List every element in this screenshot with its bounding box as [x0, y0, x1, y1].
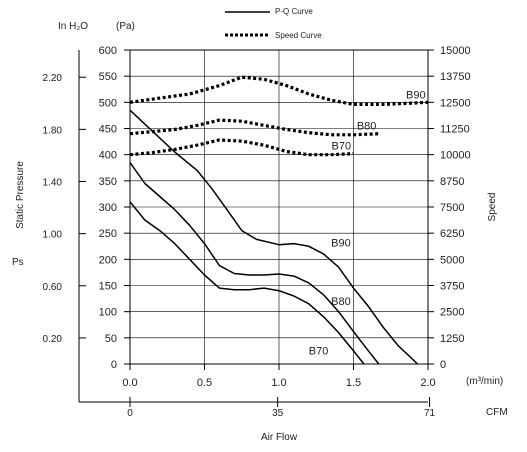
curve-label-pq-b80: B80 — [331, 296, 351, 308]
y-tick-label-pa: 200 — [99, 254, 117, 266]
pq-curve-b70 — [129, 201, 365, 365]
pq-curve-b90 — [129, 109, 419, 365]
unit-m3min: (m³/min) — [466, 376, 503, 387]
speed-curve-b90 — [129, 75, 429, 107]
y-tick-label-pa: 500 — [99, 97, 117, 109]
y-tick-label-pa: 450 — [99, 124, 117, 136]
y-tick-label-speed: 5000 — [440, 254, 464, 266]
y-tick-label-speed: 13750 — [440, 71, 471, 83]
y-tick-label-inh2o: 2.20 — [43, 73, 63, 84]
x-tick-label-m3min: 2.0 — [420, 377, 435, 389]
x-tick-label-m3min: 1.0 — [271, 377, 286, 389]
pq-curve-b80 — [129, 162, 380, 365]
y-tick-label-pa: 350 — [99, 176, 117, 188]
y-tick-label-inh2o: 1.80 — [43, 125, 63, 136]
y-tick-label-speed: 1250 — [440, 333, 464, 345]
x-tick-label-cfm: 0 — [127, 408, 133, 419]
x-tick-label-m3min: 0.0 — [122, 377, 137, 389]
y-tick-label-pa: 600 — [99, 45, 117, 57]
speed-curve-b80 — [129, 118, 379, 137]
y-tick-label-speed: 15000 — [440, 45, 471, 57]
y-tick-label-speed: 8750 — [440, 176, 464, 188]
y-tick-label-speed: 10000 — [440, 150, 471, 162]
y-tick-label-speed: 0 — [440, 359, 446, 371]
curve-label-pq-b70: B70 — [309, 345, 329, 357]
y-tick-label-speed: 2500 — [440, 307, 464, 319]
y-tick-label-inh2o: 1.00 — [43, 230, 63, 241]
y-tick-label-inh2o: 1.40 — [43, 178, 63, 189]
y-axis-title-right: Speed — [487, 193, 498, 222]
grid-layer — [130, 50, 428, 364]
x-axis-title: Air Flow — [261, 432, 298, 443]
text-layer: P-Q Curve Speed Curve In H₂O (Pa) (m³/mi… — [12, 7, 508, 443]
series-layer — [129, 11, 429, 365]
legend-pq-label: P-Q Curve — [275, 7, 313, 16]
y-tick-label-speed: 12500 — [440, 97, 471, 109]
x-tick-label-m3min: 0.5 — [197, 377, 212, 389]
y-tick-label-pa: 250 — [99, 228, 117, 240]
unit-cfm: CFM — [486, 407, 508, 418]
y-axis-title-left: Static Pressure — [15, 161, 26, 229]
curve-label-speed-b90: B90 — [406, 89, 426, 101]
curve-label-pq-b90: B90 — [331, 237, 351, 249]
curve-label-speed-b70: B70 — [332, 141, 352, 153]
y-tick-label-pa: 150 — [99, 281, 117, 293]
y-tick-label-pa: 400 — [99, 150, 117, 162]
x-tick-label-cfm: 71 — [424, 408, 436, 419]
y-tick-label-pa: 100 — [99, 307, 117, 319]
y-tick-label-speed: 7500 — [440, 202, 464, 214]
curve-label-speed-b80: B80 — [357, 121, 377, 133]
y-tick-label-inh2o: 0.60 — [43, 282, 63, 293]
unit-inh2o: In H₂O — [58, 21, 88, 32]
y-axis-symbol-left: Ps — [12, 257, 24, 268]
legend-speed-label: Speed Curve — [275, 31, 322, 40]
y-tick-label-inh2o: 0.20 — [43, 334, 63, 345]
x-tick-label-m3min: 1.5 — [346, 377, 361, 389]
speed-curve-b70 — [129, 138, 354, 157]
y-tick-label-speed: 6250 — [440, 228, 464, 240]
y-tick-label-pa: 50 — [105, 333, 117, 345]
y-tick-label-pa: 0 — [111, 359, 117, 371]
axes-layer — [78, 49, 434, 407]
y-tick-label-pa: 300 — [99, 202, 117, 214]
unit-pa: (Pa) — [116, 21, 135, 32]
x-tick-label-cfm: 35 — [272, 408, 284, 419]
y-tick-label-speed: 3750 — [440, 281, 464, 293]
y-tick-label-speed: 11250 — [440, 124, 470, 136]
y-tick-label-pa: 550 — [99, 71, 117, 83]
